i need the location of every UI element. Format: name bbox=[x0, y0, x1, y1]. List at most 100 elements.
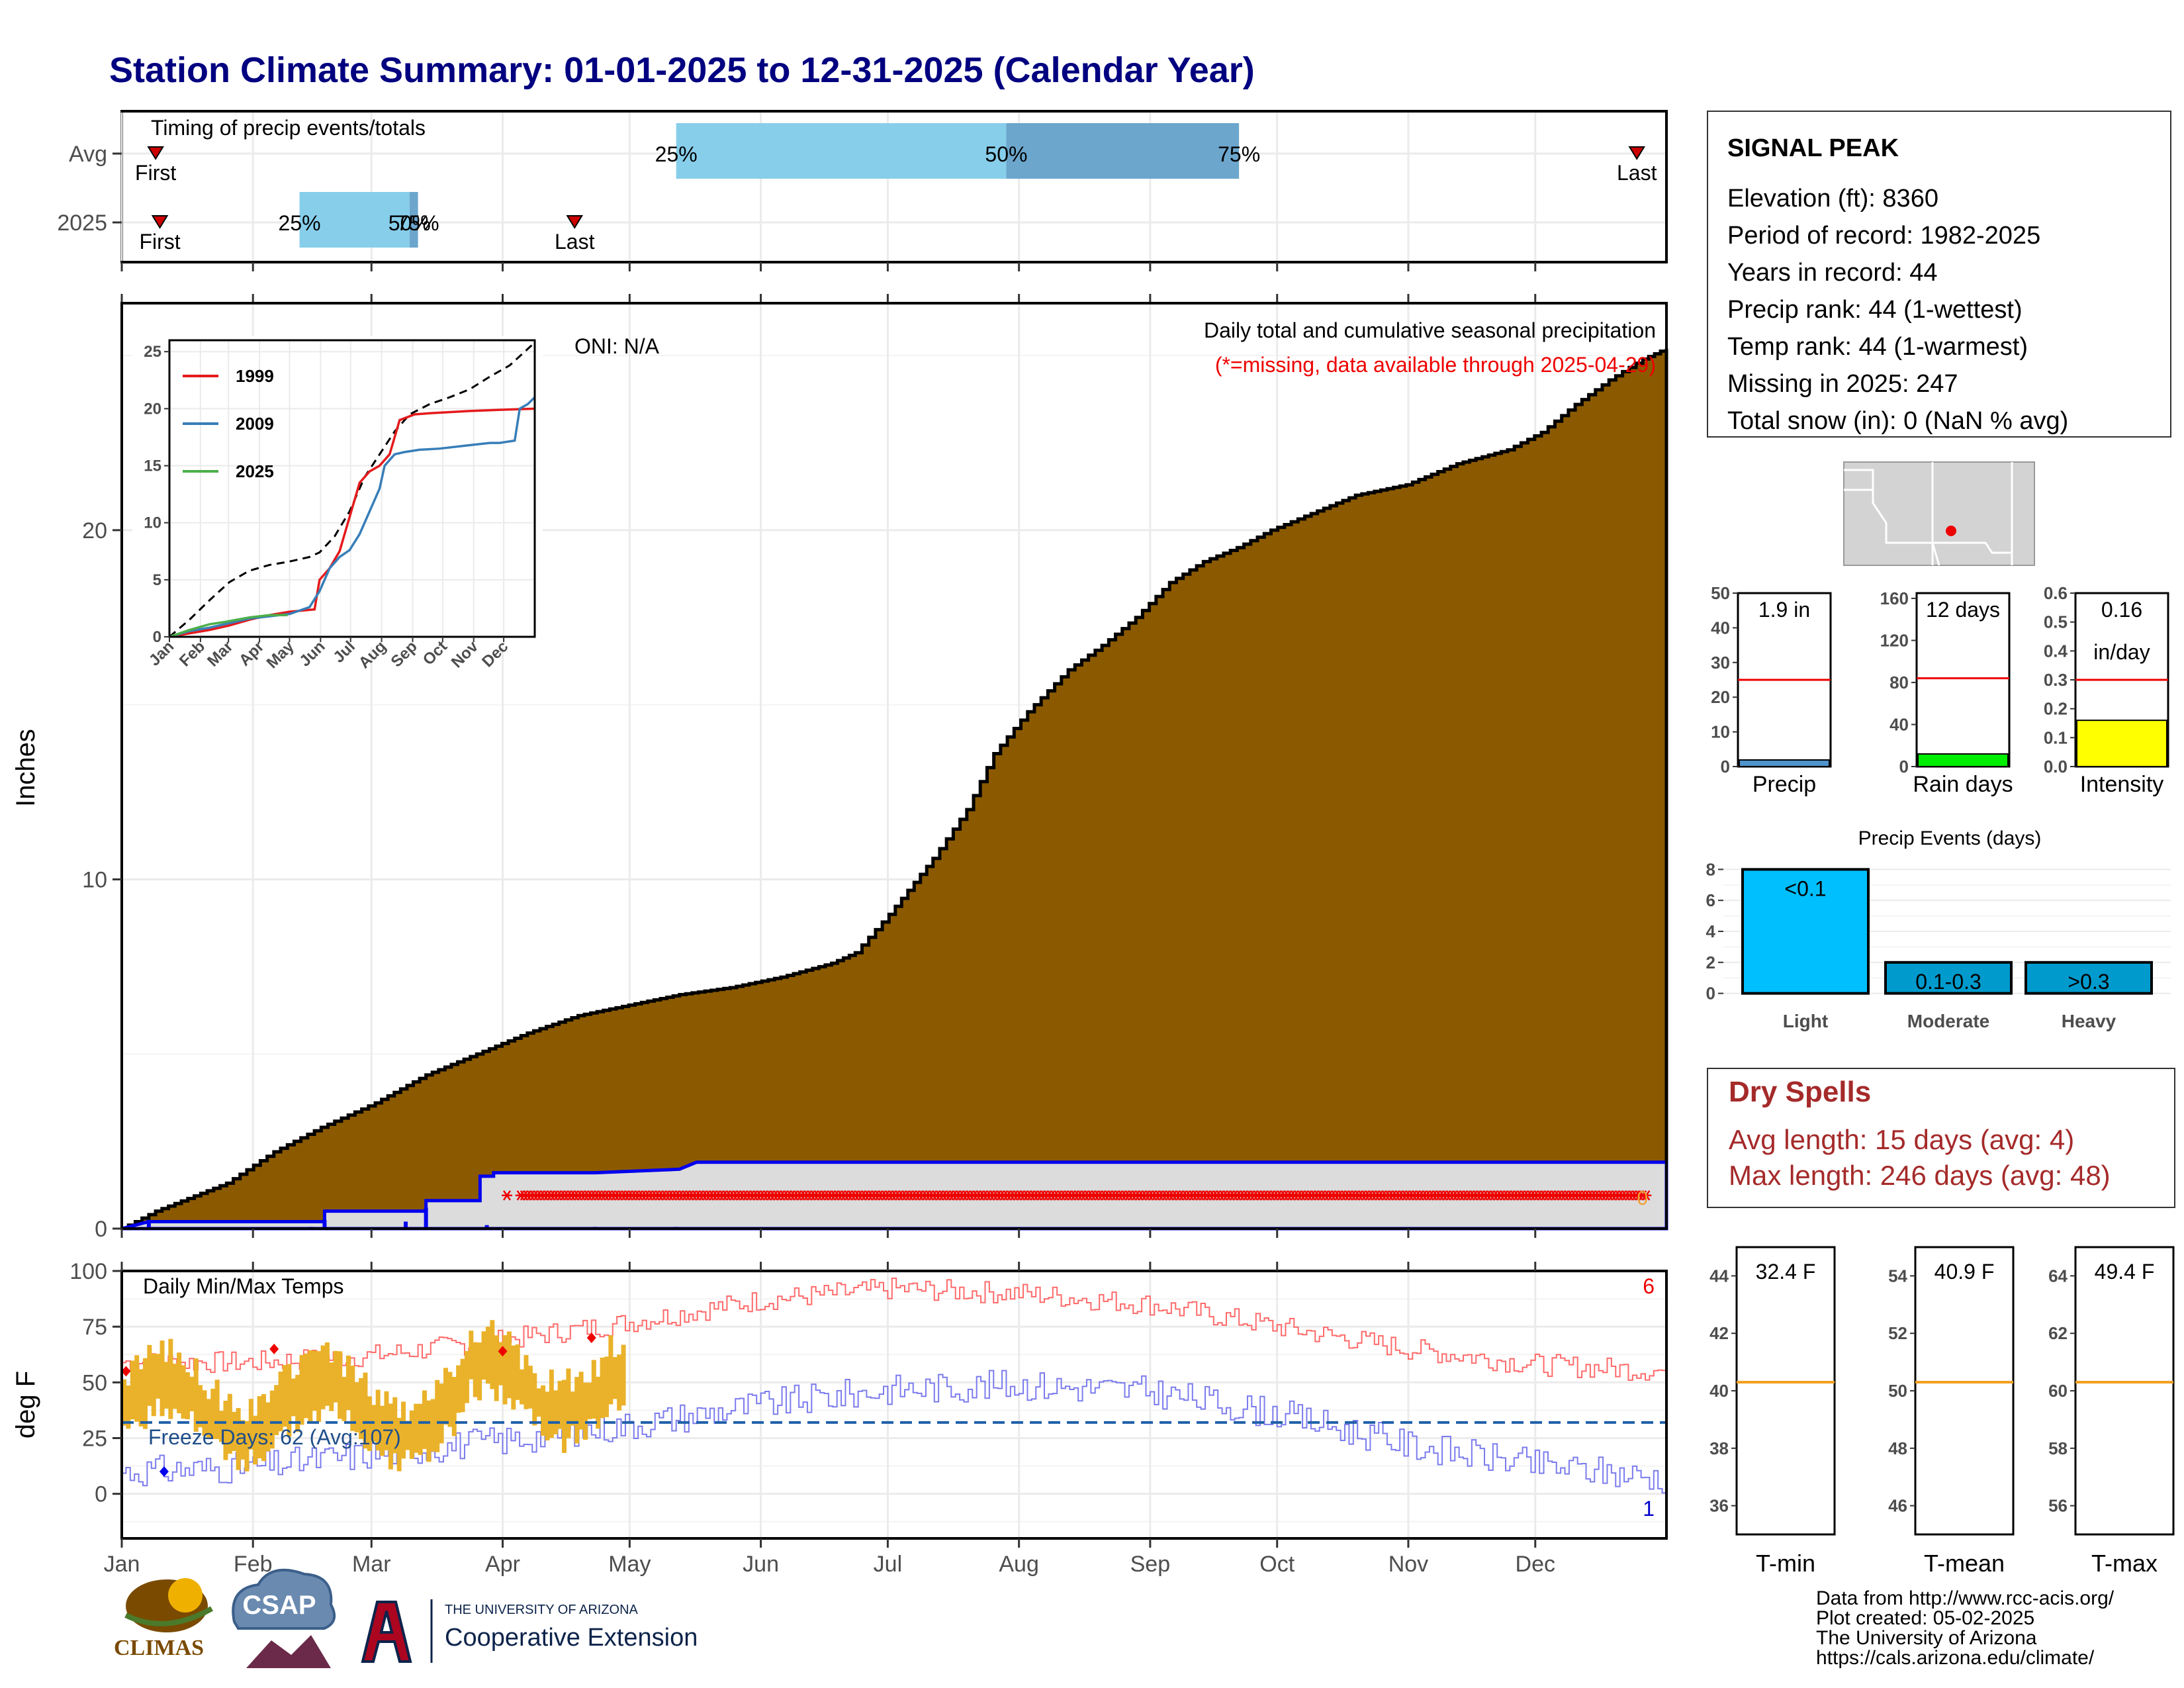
record-high-marker bbox=[121, 1366, 131, 1377]
footer: Data from http://www.rcc-acis.org/ Plot … bbox=[114, 1568, 2115, 1669]
summary-bar-tick-label: 0.6 bbox=[2044, 583, 2068, 603]
temp-y-tick-label: 25 bbox=[82, 1427, 107, 1452]
month-label: Feb bbox=[234, 1552, 273, 1577]
station-line-1: Elevation (ft): 8360 bbox=[1727, 185, 1938, 212]
daily-temp-range-bar bbox=[515, 1344, 520, 1400]
temp-box-tick-label: 44 bbox=[1709, 1266, 1729, 1286]
daily-temp-range-bar bbox=[608, 1335, 614, 1405]
daily-temp-range-bar bbox=[430, 1399, 435, 1452]
map-frame bbox=[1843, 461, 2035, 566]
temp-y-tick-label: 50 bbox=[82, 1370, 107, 1395]
temp-box-tick-label: 50 bbox=[1888, 1381, 1907, 1401]
footer-line-2: Plot created: 05-02-2025 bbox=[1816, 1607, 2034, 1629]
timing-label: Timing of precip events/totals bbox=[151, 116, 426, 140]
daily-temp-range-bar bbox=[177, 1352, 182, 1414]
timing-marker-label: Last bbox=[555, 230, 595, 254]
temp-box-tick-label: 64 bbox=[2048, 1266, 2068, 1286]
month-label: Dec bbox=[1516, 1552, 1555, 1577]
daily-temp-range-bar bbox=[189, 1376, 195, 1412]
temp-y-axis-label: deg F bbox=[11, 1371, 40, 1438]
daily-temp-range-bar bbox=[464, 1350, 469, 1403]
timing-marker bbox=[566, 215, 583, 229]
summary-bar-tick-label: 0.2 bbox=[2044, 699, 2068, 719]
month-axis: Jan Feb Mar Apr May Jun Jul Aug Sep Oct Nov Dec bbox=[104, 1229, 1555, 1577]
daily-temp-range-bar bbox=[502, 1335, 508, 1405]
summary-bar-tick-label: 10 bbox=[1711, 722, 1730, 742]
daily-temp-range-bar bbox=[159, 1340, 165, 1417]
inset-avg-line bbox=[169, 342, 536, 638]
daily-temp-range-bar bbox=[329, 1362, 334, 1411]
daily-temp-range-bar bbox=[384, 1391, 389, 1450]
daily-temp-range-bar bbox=[253, 1415, 258, 1465]
daily-temp-range-bar bbox=[591, 1360, 596, 1419]
daily-temp-range-bar bbox=[338, 1351, 343, 1419]
daily-temp-range-bar bbox=[316, 1351, 322, 1423]
station-info-box: SIGNAL PEAK Elevation (ft): 8360 Period … bbox=[1707, 111, 2171, 438]
month-label: Jul bbox=[874, 1552, 902, 1577]
temp-box-tick-label: 40 bbox=[1709, 1381, 1729, 1401]
month-label: Mar bbox=[352, 1552, 391, 1577]
temp-box-value-text: 49.4 F bbox=[2095, 1260, 2155, 1284]
summary-bar-tick-label: 160 bbox=[1880, 588, 1909, 608]
inset-frame bbox=[168, 339, 536, 638]
summary-bar-value-text: 0.16 bbox=[2101, 598, 2142, 622]
daily-temp-range-bar bbox=[439, 1383, 444, 1444]
daily-temp-range-bar bbox=[604, 1356, 609, 1417]
precip-events-chart: Precip Events (days) 0 2 4 6 8 <0.1 Light 0.1-0… bbox=[1706, 827, 2171, 1031]
precip-caption: Daily total and cumulative seasonal prec… bbox=[1204, 318, 1656, 342]
daily-temp-range-bar bbox=[282, 1365, 287, 1427]
month-label: Aug bbox=[999, 1552, 1039, 1577]
temp-box-frame bbox=[2074, 1246, 2175, 1536]
ua-logo-small-text: THE UNIVERSITY OF ARIZONA bbox=[445, 1603, 639, 1617]
daily-temp-range-bar bbox=[570, 1391, 575, 1426]
month-label: Apr bbox=[485, 1552, 520, 1577]
temp-y-tick-label: 0 bbox=[95, 1482, 107, 1507]
station-name: SIGNAL PEAK bbox=[1727, 134, 1899, 162]
csap-logo: CSAP bbox=[232, 1568, 336, 1668]
map-border-nw bbox=[1844, 469, 1874, 490]
summary-bar-tick-label: 120 bbox=[1880, 630, 1909, 650]
temp-box-t-mean: 46 48 50 52 54 40.9 F T-mean bbox=[1888, 1246, 2015, 1577]
ua-cooperative-extension-logo: THE UNIVERSITY OF ARIZONA Cooperative Ex… bbox=[361, 1599, 698, 1663]
daily-temp-range-bar bbox=[574, 1377, 580, 1444]
daily-temp-range-bar bbox=[511, 1345, 516, 1410]
temp-box-tick-label: 52 bbox=[1888, 1323, 1907, 1343]
climas-logo-sun bbox=[168, 1578, 203, 1613]
daily-temp-range-bar bbox=[426, 1400, 432, 1462]
temp-box-tick-label: 58 bbox=[2048, 1438, 2068, 1458]
record-high-marker bbox=[269, 1343, 279, 1354]
daily-temp-range-bar bbox=[485, 1327, 490, 1384]
timing-pct-label: 75% bbox=[397, 211, 439, 235]
summary-bar-tick-label: 50 bbox=[1711, 583, 1730, 603]
events-bar-moderate bbox=[1884, 961, 2013, 995]
timing-pct-label: 25% bbox=[279, 211, 321, 235]
events-y-tick-label: 4 bbox=[1706, 921, 1716, 941]
daily-temp-range-bar bbox=[520, 1369, 525, 1405]
daily-temp-range-bar bbox=[494, 1335, 499, 1401]
events-category-label: Moderate bbox=[1907, 1011, 1989, 1031]
daily-temp-range-bar bbox=[553, 1390, 559, 1434]
temp-frame bbox=[120, 1270, 1668, 1540]
daily-temp-range-bar bbox=[181, 1365, 186, 1419]
events-bar-light bbox=[1741, 868, 1870, 995]
events-bar-label: <0.1 bbox=[1784, 876, 1826, 900]
daily-temp-range-bar bbox=[523, 1355, 529, 1409]
daily-temp-range-bar bbox=[401, 1401, 406, 1459]
daily-temp-range-bar bbox=[142, 1358, 148, 1429]
inset-legend-label: 2009 bbox=[236, 414, 274, 434]
daily-temp-range-bar bbox=[287, 1364, 292, 1437]
daily-temp-range-bar bbox=[303, 1353, 308, 1419]
events-y-tick-label: 0 bbox=[1706, 984, 1715, 1004]
map-border-south bbox=[1933, 541, 2012, 554]
daily-temp-range-bar bbox=[469, 1331, 474, 1380]
summary-bar-value bbox=[2076, 720, 2167, 767]
temp-y-tick-label: 100 bbox=[69, 1259, 107, 1284]
daily-temp-range-bar bbox=[541, 1385, 546, 1436]
daily-temp-range-bar bbox=[527, 1366, 533, 1409]
climas-logo-swoosh bbox=[124, 1606, 213, 1626]
daily-temp-range-bar bbox=[122, 1379, 126, 1426]
daily-temp-range-bar bbox=[172, 1364, 177, 1409]
timing-marker-label: First bbox=[135, 161, 176, 185]
ua-logo-large-text: Cooperative Extension bbox=[445, 1624, 698, 1652]
